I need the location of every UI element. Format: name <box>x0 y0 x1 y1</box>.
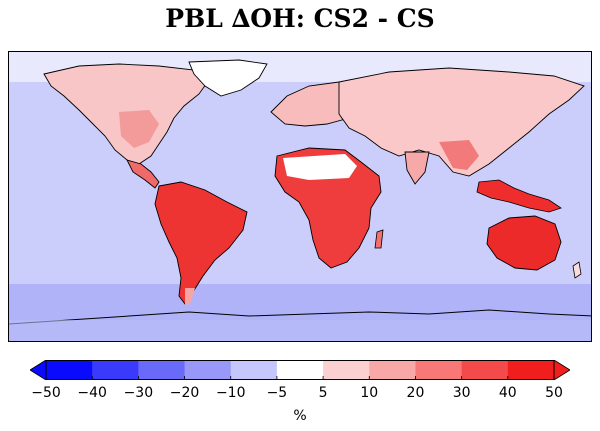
colorbar-tick-label: −40 <box>77 385 107 401</box>
colorbar-segment <box>369 360 416 380</box>
map-svg <box>9 52 591 341</box>
colorbar-segment <box>46 360 93 380</box>
world-map <box>8 51 592 342</box>
colorbar <box>30 360 570 380</box>
colorbar-extend-low <box>30 360 47 380</box>
map-title: PBL ∆OH: CS2 - CS <box>165 4 435 33</box>
colorbar-segment <box>184 360 232 380</box>
colorbar-segment <box>138 360 186 380</box>
colorbar-tick-marks <box>45 376 555 380</box>
asia-south <box>439 140 479 170</box>
south-america-south <box>185 288 195 306</box>
greenland <box>188 59 268 97</box>
antarctica-fill <box>9 320 591 341</box>
madagascar <box>374 229 384 249</box>
central-america <box>126 159 160 189</box>
antarctica-coast <box>9 309 591 325</box>
colorbar-tick-label: 5 <box>318 385 328 401</box>
colorbar-tick-label: 20 <box>406 385 425 401</box>
colorbar-tick-label: 30 <box>452 385 471 401</box>
colorbar-segment <box>276 360 324 380</box>
india <box>404 151 430 185</box>
colorbar-outline <box>45 360 555 380</box>
maritime-continent <box>476 179 562 213</box>
colorbar-tick-label: 40 <box>498 385 517 401</box>
colorbar-tick-label: −5 <box>266 385 288 401</box>
colorbar-tick-label: −30 <box>123 385 154 401</box>
south-america <box>154 181 248 305</box>
colorbar-unit: % <box>293 408 307 424</box>
asia <box>338 67 585 177</box>
colorbar-segments <box>46 360 555 380</box>
new-zealand <box>572 261 582 279</box>
colorbar-segment <box>323 360 370 380</box>
colorbar-tick-label: −20 <box>169 385 200 401</box>
colorbar-segment <box>507 360 555 380</box>
colorbar-segment <box>461 360 509 380</box>
colorbar-tick-label: −10 <box>215 385 246 401</box>
australia <box>486 215 562 271</box>
colorbar-tick-label: −50 <box>31 385 61 401</box>
colorbar-segment <box>415 360 463 380</box>
colorbar-segment <box>230 360 278 380</box>
colorbar-segment <box>92 360 139 380</box>
sahara <box>283 154 357 180</box>
colorbar-tick-label: 50 <box>545 385 563 401</box>
colorbar-extend-high <box>553 360 570 380</box>
colorbar-tick-label: 10 <box>360 385 379 401</box>
north-america-interior <box>119 110 159 148</box>
